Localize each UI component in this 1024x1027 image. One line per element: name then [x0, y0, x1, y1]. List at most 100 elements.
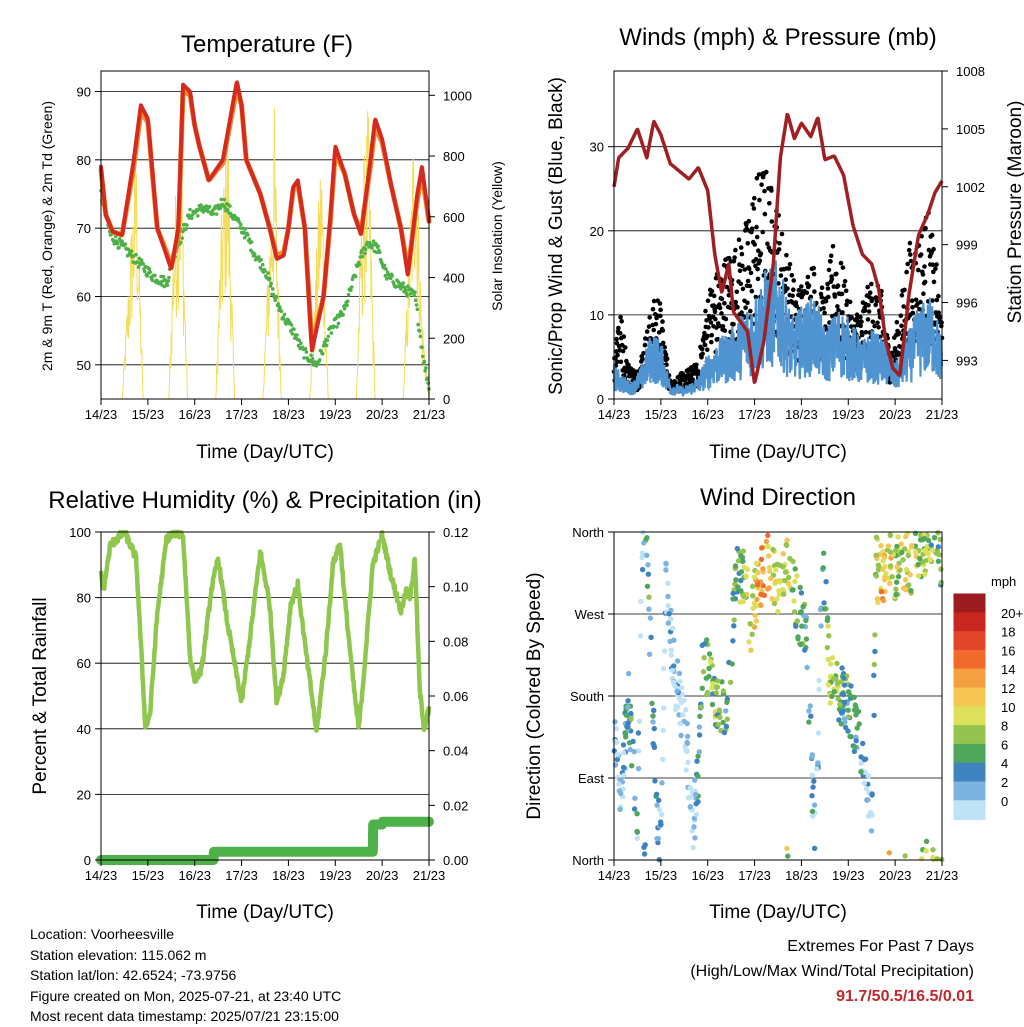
gust-point — [618, 359, 624, 365]
direction-point — [898, 541, 904, 547]
direction-point — [873, 573, 879, 579]
dewpoint-point — [274, 295, 279, 299]
gust-point — [764, 169, 769, 175]
direction-point — [749, 631, 755, 637]
direction-point — [694, 758, 700, 764]
gust-point — [717, 323, 722, 329]
direction-point — [699, 642, 705, 648]
direction-point — [683, 707, 689, 713]
humidity-y-tick-label: 100 — [69, 525, 91, 540]
direction-point — [665, 620, 671, 626]
gust-point — [747, 283, 753, 289]
gust-point — [840, 265, 846, 270]
gust-point — [759, 182, 764, 187]
direction-point — [639, 566, 646, 573]
direction-point — [885, 543, 892, 549]
gust-point — [617, 330, 623, 336]
gust-point — [757, 258, 763, 264]
direction-point — [783, 542, 789, 548]
direction-point — [612, 719, 618, 725]
dewpoint-point — [178, 240, 183, 245]
dewpoint-point — [309, 353, 313, 358]
temperature-x-tick-label: 15/23 — [132, 407, 165, 422]
direction-point — [625, 698, 631, 704]
direction-point — [723, 723, 730, 730]
speed-legend-swatch — [953, 725, 986, 745]
direction-point — [703, 675, 709, 681]
gust-point — [702, 330, 707, 336]
dewpoint-point — [297, 338, 302, 343]
direction-point — [620, 742, 627, 748]
gust-point — [658, 307, 663, 313]
dewpoint-point — [214, 212, 219, 216]
direction-point — [687, 804, 693, 810]
gust-point — [744, 222, 749, 228]
direction-point — [938, 579, 944, 586]
direction-point — [758, 602, 764, 609]
dewpoint-point — [281, 317, 286, 321]
gust-point — [719, 296, 725, 302]
dewpoint-point — [418, 334, 423, 339]
direction-point — [821, 550, 827, 556]
temperature-panel: Temperature (F) 50 60 70 80 90 0 200 400 600 800… — [39, 31, 505, 463]
direction-point — [764, 543, 771, 550]
dewpoint-point — [228, 204, 232, 208]
direction-point — [649, 700, 655, 707]
temperature-right-axis-label: Solar Insolation (Yellow) — [489, 161, 505, 311]
dewpoint-point — [249, 240, 254, 244]
direction-y-tick-label: East — [578, 771, 604, 786]
direction-point — [815, 730, 822, 736]
direction-point — [865, 797, 871, 803]
gust-point — [746, 266, 752, 272]
direction-point — [817, 606, 824, 613]
speed-legend-label: 18 — [1001, 625, 1015, 640]
gust-point — [690, 377, 695, 382]
gust-point — [904, 269, 909, 275]
direction-point — [754, 596, 760, 603]
direction-point — [873, 552, 879, 558]
gust-point — [819, 285, 825, 291]
direction-point — [902, 577, 909, 583]
gust-point — [743, 305, 748, 311]
direction-point — [744, 566, 751, 573]
gust-point — [822, 310, 827, 316]
gust-point — [905, 261, 910, 267]
gust-point — [804, 290, 810, 296]
gust-point — [933, 266, 938, 272]
temperature-x-tick-label: 17/23 — [225, 407, 258, 422]
gust-point — [706, 325, 711, 330]
direction-point — [659, 811, 665, 818]
speed-legend-swatch — [953, 781, 986, 802]
dewpoint-point — [167, 275, 171, 280]
direction-point — [880, 597, 887, 604]
direction-point — [925, 537, 932, 544]
direction-point — [651, 725, 657, 732]
direction-point — [634, 835, 640, 841]
winds-left-axis-label: Sonic/Prop Wind & Gust (Blue, Black) — [546, 77, 567, 395]
gust-point — [651, 327, 656, 333]
direction-point — [715, 721, 721, 728]
direction-point — [692, 835, 698, 841]
gust-point — [931, 246, 936, 252]
gust-point — [866, 303, 871, 308]
direction-point — [766, 564, 773, 571]
direction-point — [646, 594, 652, 600]
direction-point — [635, 730, 642, 736]
direction-point — [785, 853, 791, 859]
dewpoint-point — [284, 322, 288, 326]
direction-point — [616, 781, 622, 787]
direction-point — [841, 699, 848, 705]
gust-point — [752, 195, 757, 201]
direction-point — [677, 678, 683, 685]
gust-point — [930, 262, 936, 268]
gust-point — [843, 288, 849, 294]
dewpoint-point — [239, 222, 243, 227]
dewpoint-point — [136, 265, 141, 270]
gust-point — [934, 297, 940, 303]
gust-point — [646, 324, 652, 329]
direction-point — [671, 637, 677, 643]
humidity-x-axis-label: Time (Day/UTC) — [196, 902, 334, 923]
gust-point — [834, 271, 839, 277]
gust-point — [811, 265, 816, 271]
winds-y2-tick-label: 1008 — [956, 64, 985, 79]
